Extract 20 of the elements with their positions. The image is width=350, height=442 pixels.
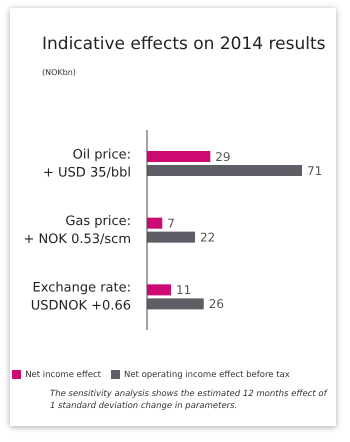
chart-title: Indicative effects on 2014 results [42,34,326,54]
data-label: 7 [167,216,175,230]
data-label: 71 [307,164,322,178]
y-tick-label: Gas price: + NOK 0.53/scm [23,214,131,247]
text: (NOKbn) [42,68,76,77]
data-label: 11 [176,283,192,298]
bar [147,232,196,243]
bar [147,151,210,162]
y-tick-label: Oil price: + USD 35/bbl [43,147,131,180]
bar [147,218,162,229]
bar [147,284,172,296]
data-label: 22 [200,230,216,244]
legend-label: Net operating income effect before tax [124,370,290,380]
legend-label: Net income effect [25,370,101,380]
data-label: 26 [208,297,224,312]
data-label: 29 [215,150,231,164]
text: The sensitivity analysis shows the estimated 12 months effect of 1 standard deviation change in parameters. [50,388,329,412]
bar [147,298,204,310]
y-tick-label: Exchange rate: USDNOK +0.66 [30,280,131,314]
bar [147,165,302,176]
